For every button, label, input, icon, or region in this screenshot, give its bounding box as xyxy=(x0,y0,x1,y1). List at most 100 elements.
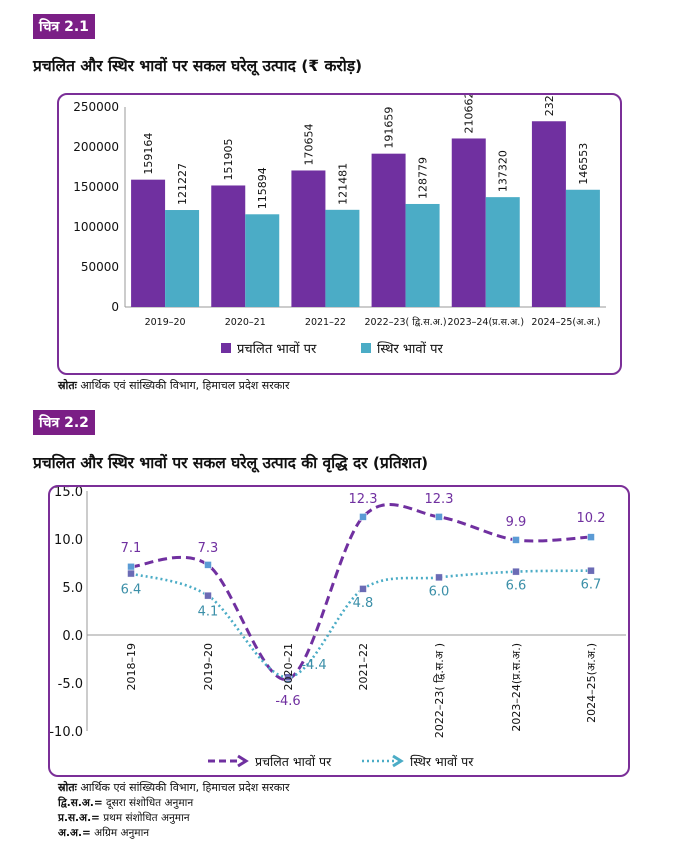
bar-value-label: 210662 xyxy=(463,95,476,133)
bar-value-label: 137320 xyxy=(497,150,510,192)
data-value-label: -4.4 xyxy=(301,658,326,673)
note-text: अग्रिम अनुमान xyxy=(94,827,150,839)
data-value-label: 10.2 xyxy=(577,511,606,526)
data-point-marker xyxy=(204,561,212,569)
bar-value-label: 121227 xyxy=(176,163,189,205)
line-category-label: 2018–19 xyxy=(125,643,138,691)
data-point-marker xyxy=(127,569,135,578)
data-value-label: 6.6 xyxy=(506,579,527,594)
bar-y-tick-label: 200000 xyxy=(73,140,119,154)
bar xyxy=(531,121,566,307)
data-point-marker xyxy=(435,573,443,582)
source-text-2: आर्थिक एवं सांख्यिकी विभाग, हिमाचल प्रदे… xyxy=(80,781,290,794)
data-value-label: 4.8 xyxy=(353,596,374,611)
bar-category-label: 2021–22 xyxy=(305,317,346,328)
bar xyxy=(565,189,600,307)
line-category-label: 2024–25(अ.अ.) xyxy=(585,643,598,723)
bar xyxy=(325,209,360,307)
note-text: प्रथम संशोधित अनुमान xyxy=(103,812,190,824)
line-category-label: 2022–23( द्वि.स.अ ) xyxy=(433,643,446,738)
source-label-2: स्रोतः xyxy=(58,781,77,794)
legend-label-constant: स्थिर भावों पर xyxy=(377,341,444,357)
figure-badge-2: चित्र 2.2 xyxy=(33,410,95,435)
bar-value-label: 232185 xyxy=(543,95,556,116)
bar-value-label: 115894 xyxy=(256,167,269,209)
bar-chart: 0 50000 100000 150000 200000 250000 159164 1212… xyxy=(73,74,606,357)
legend-label-current: प्रचलित भावों पर xyxy=(237,341,317,357)
data-point-marker xyxy=(284,673,292,681)
figure-badge-1: चित्र 2.1 xyxy=(33,14,95,39)
bar-category-label: 2020–21 xyxy=(225,317,266,328)
bar-value-label: 191659 xyxy=(383,107,396,149)
legend-swatch-current xyxy=(221,343,231,353)
data-value-label: 4.1 xyxy=(198,605,219,620)
line-category-label: 2021–22 xyxy=(357,643,370,691)
bar-value-label: 128779 xyxy=(417,157,430,199)
data-point-marker xyxy=(127,563,135,571)
data-point-marker xyxy=(204,591,212,600)
bar-y-tick-label: 150000 xyxy=(73,180,119,194)
bar-category-label: 2024–25(अ.अ.) xyxy=(531,317,600,328)
line-category-label: 2023–24(प्र.स.अ.) xyxy=(510,643,523,732)
data-value-label: 9.9 xyxy=(506,515,527,530)
bar-chart-panel: 0 50000 100000 150000 200000 250000 159164 1212… xyxy=(57,74,622,375)
note-abbr: अ.अ.= xyxy=(58,827,91,839)
note-abbr: द्वि.स.अ.= xyxy=(58,797,103,809)
data-point-marker xyxy=(512,567,520,576)
bar xyxy=(165,210,200,307)
line-y-tick-label: 5.0 xyxy=(62,581,83,596)
bar-category-label: 2023–24(प्र.स.अ.) xyxy=(447,317,524,328)
bar xyxy=(211,185,246,307)
bar xyxy=(131,179,166,307)
line-y-tick-label: -10.0 xyxy=(50,725,83,740)
bar xyxy=(245,214,280,307)
legend-arrow-constant xyxy=(392,754,404,768)
bar-y-tick-label: 50000 xyxy=(81,260,119,274)
data-point-marker xyxy=(587,533,595,541)
source-line-2: स्रोतः आर्थिक एवं सांख्यिकी विभाग, हिमाच… xyxy=(58,780,290,795)
line-chart-panel: 15.0 10.0 5.0 0.0 -5.0 -10.0 7.1 7.3 -4.6 12.3 12.… xyxy=(48,485,630,777)
legend-label-current: प्रचलित भावों पर xyxy=(255,754,332,769)
note-row: प्र.स.अ.= प्रथम संशोधित अनुमान xyxy=(58,811,190,825)
note-row: अ.अ.= अग्रिम अनुमान xyxy=(58,826,149,840)
data-value-label: 7.3 xyxy=(198,541,219,556)
bar-y-tick-label: 0 xyxy=(111,300,119,314)
bar-value-label: 159164 xyxy=(142,133,155,175)
bar-category-label: 2022–23( द्वि.स.अ.) xyxy=(365,316,447,328)
bar-value-label: 151905 xyxy=(222,138,235,180)
line-chart: 15.0 10.0 5.0 0.0 -5.0 -10.0 7.1 7.3 -4.6 12.3 12.… xyxy=(49,485,626,769)
data-value-label: 12.3 xyxy=(425,492,454,507)
bar-value-label: 170654 xyxy=(302,123,315,165)
bar xyxy=(405,203,440,307)
data-point-marker xyxy=(435,513,443,521)
data-value-label: -4.6 xyxy=(275,694,300,709)
line-category-label: 2020–21 xyxy=(282,643,295,691)
bar-value-label: 121481 xyxy=(336,163,349,205)
data-value-label: 6.7 xyxy=(581,578,602,593)
series-line-current xyxy=(130,503,592,681)
source-line-1: स्रोतः आर्थिक एवं सांख्यिकी विभाग, हिमाच… xyxy=(58,378,290,393)
chart-title-2: प्रचलित और स्थिर भावों पर सकल घरेलू उत्प… xyxy=(33,454,429,472)
data-value-label: 6.0 xyxy=(429,584,450,599)
line-y-tick-label: -5.0 xyxy=(58,677,83,692)
bar xyxy=(451,138,486,307)
data-value-label: 6.4 xyxy=(121,583,142,598)
chart-title-1: प्रचलित और स्थिर भावों पर सकल घरेलू उत्प… xyxy=(33,57,363,75)
bar-category-label: 2019–20 xyxy=(145,317,186,328)
bar-value-label: 146553 xyxy=(577,143,590,185)
note-abbr: प्र.स.अ.= xyxy=(58,812,100,824)
line-category-label: 2019–20 xyxy=(202,643,215,691)
bar-y-tick-label: 100000 xyxy=(73,220,119,234)
bar xyxy=(371,153,406,307)
legend-arrow-current xyxy=(237,754,249,768)
bar xyxy=(485,197,520,307)
note-text: दूसरा संशोधित अनुमान xyxy=(106,797,194,809)
data-point-marker xyxy=(359,585,367,593)
bar-y-tick-label: 250000 xyxy=(73,100,119,114)
legend-swatch-constant xyxy=(361,343,371,353)
bar xyxy=(291,170,326,307)
note-row: द्वि.स.अ.= दूसरा संशोधित अनुमान xyxy=(58,796,193,810)
data-value-label: 7.1 xyxy=(121,541,142,556)
line-y-tick-label: 10.0 xyxy=(54,533,83,548)
data-point-marker xyxy=(512,536,520,544)
